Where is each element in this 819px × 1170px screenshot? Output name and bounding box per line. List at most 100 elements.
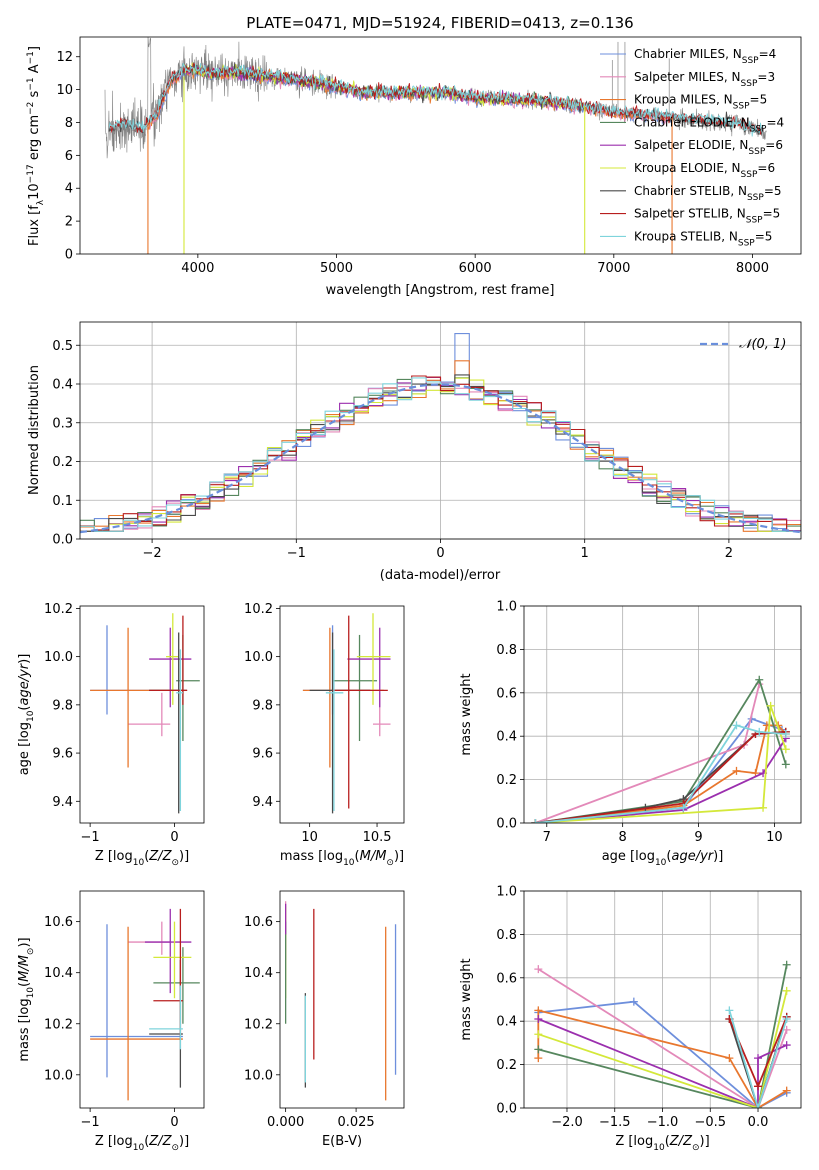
weight-point-marker bbox=[732, 721, 741, 730]
mass_vs_ebv-x-label: E(B-V) bbox=[322, 1134, 362, 1149]
age_vs_mass-y-tick-label: 10.0 bbox=[244, 650, 273, 665]
spectrum-y-tick-label: 4 bbox=[65, 182, 73, 197]
mass_vs_ebv-frame bbox=[279, 890, 405, 1109]
weight-point-marker bbox=[679, 803, 688, 812]
weight-point-marker bbox=[755, 727, 764, 736]
spectrum-plot-area bbox=[104, 37, 767, 254]
weight_vs_age-x-tick-label: 8 bbox=[619, 830, 627, 845]
age_vs_mass-y-tick-label: 9.6 bbox=[252, 747, 273, 762]
age_vs_mass-x-label: mass [log10(M/M⊙)] bbox=[280, 849, 404, 868]
age_vs_Z-plot-area bbox=[90, 613, 200, 814]
weight-point-marker bbox=[531, 819, 540, 823]
weight-point-marker bbox=[534, 965, 543, 974]
age_vs_mass-y-tick-label: 9.4 bbox=[252, 795, 273, 810]
weight_vs_age-y-tick-label: 1.0 bbox=[496, 600, 517, 615]
age_vs_Z-frame bbox=[79, 605, 205, 824]
weight-point-marker bbox=[534, 1015, 543, 1024]
mass_vs_Z-x-tick-label: −1 bbox=[81, 1115, 100, 1130]
weight-line-chabrier-elodie bbox=[535, 677, 787, 823]
weight-line-kroupa-stelib bbox=[728, 1010, 788, 1108]
weight_vs_Z-frame bbox=[523, 890, 802, 1109]
spectrum-y-tick-label: 2 bbox=[65, 215, 73, 230]
age_vs_mass-x-tick-label: 10 bbox=[301, 830, 318, 845]
mass_vs_ebv-panel: 0.000 0.025 10.0 10.2 10.4 10.6 bbox=[244, 890, 405, 1130]
residuals-y-tick-label: 0.0 bbox=[52, 533, 73, 548]
weight_vs_Z-y-tick-label: 1.0 bbox=[496, 885, 517, 900]
age_vs_mass-x-tick-label: 10.5 bbox=[363, 830, 392, 845]
residuals-y-tick-label: 0.5 bbox=[52, 339, 73, 354]
weight-line-salpeter-miles bbox=[537, 968, 788, 1108]
age_vs_mass-y-tick-label: 9.8 bbox=[252, 698, 273, 713]
weight-point-marker bbox=[629, 997, 638, 1006]
spectrum-panel: 4000 5000 6000 7000 8000 0 2 4 6 8 10 12 bbox=[56, 36, 802, 276]
residuals-frame bbox=[79, 321, 802, 540]
age_vs_mass-y-tick-label: 10.2 bbox=[244, 602, 273, 617]
weight_vs_age-grid bbox=[524, 605, 801, 824]
weight-line-salpeter-elodie bbox=[535, 737, 787, 823]
weight_vs_Z-y-tick-label: 0.8 bbox=[496, 928, 517, 943]
weight-line-chabrier-miles bbox=[538, 1000, 788, 1108]
age_vs_Z-y-label: age [log10(age/yr)] bbox=[17, 654, 36, 776]
histogram-kroupa-stelib bbox=[80, 377, 801, 532]
weight_vs_Z-x-tick-label: −1.5 bbox=[599, 1115, 631, 1130]
weight_vs_Z-x-tick-label: −0.5 bbox=[694, 1115, 726, 1130]
residuals-plot-area bbox=[80, 333, 801, 534]
legend-entry: Salpeter STELIB, NSSP=5 bbox=[634, 207, 780, 226]
spectrum-x-tick-label: 7000 bbox=[597, 261, 630, 276]
residuals-x-tick-label: 1 bbox=[581, 546, 589, 561]
weight_vs_Z-y-tick-label: 0.6 bbox=[496, 971, 517, 986]
weight_vs_age-panel: 7 8 9 10 0.0 0.2 0.4 0.6 0.8 1.0 bbox=[496, 600, 802, 845]
legend-entry: Chabrier MILES, NSSP=4 bbox=[634, 47, 776, 66]
weight_vs_age-y-tick-label: 0.6 bbox=[496, 686, 517, 701]
legend-entry: Salpeter MILES, NSSP=3 bbox=[634, 70, 775, 89]
weight-point-marker bbox=[782, 960, 791, 969]
age_vs_Z-x-label: Z [log10(Z/Z⊙)] bbox=[95, 849, 189, 868]
weight_vs_age-x-label: age [log10(age/yr)] bbox=[602, 849, 724, 868]
weight_vs_Z-plot-area bbox=[534, 960, 791, 1108]
spectrum-y-tick-label: 12 bbox=[56, 50, 73, 65]
mass_vs_Z-x-tick-label: 0 bbox=[170, 1115, 178, 1130]
age_vs_mass-frame bbox=[279, 605, 405, 824]
mass_vs_Z-frame bbox=[79, 890, 205, 1109]
mass_vs_Z-y-tick-label: 10.2 bbox=[44, 1017, 73, 1032]
weight_vs_Z-y-tick-label: 0.4 bbox=[496, 1015, 517, 1030]
spectrum-title: PLATE=0471, MJD=51924, FIBERID=0413, z=0… bbox=[246, 14, 633, 32]
weight-point-marker bbox=[759, 803, 768, 812]
weight_vs_age-y-tick-label: 0.2 bbox=[496, 773, 517, 788]
weight-point-marker bbox=[725, 1006, 734, 1015]
weight_vs_Z-panel: −2.0 −1.5 −1.0 −0.5 0.0 0.0 0.2 0.4 0.6 0.8 1.0 bbox=[496, 885, 802, 1130]
mass_vs_Z-x-label: Z [log10(Z/Z⊙)] bbox=[95, 1134, 189, 1153]
weight-point-marker bbox=[781, 745, 790, 754]
age_vs_Z-y-tick-label: 10.2 bbox=[44, 602, 73, 617]
weight-point-marker bbox=[782, 1015, 791, 1024]
weight_vs_Z-x-tick-label: −2.0 bbox=[551, 1115, 583, 1130]
spectrum-y-tick-label: 6 bbox=[65, 149, 73, 164]
residuals-x-tick-label: 0 bbox=[436, 546, 444, 561]
weight_vs_age-y-label: mass weight bbox=[459, 673, 474, 755]
mass_vs_ebv-plot-area bbox=[284, 901, 397, 1101]
spectrum-frame bbox=[79, 36, 802, 255]
weight-point-marker bbox=[534, 1030, 543, 1039]
normal-distribution-curve bbox=[80, 383, 801, 534]
model-spectrum-chabrier-stelib bbox=[108, 62, 764, 135]
spectrum-y-tick-label: 10 bbox=[56, 83, 73, 98]
age_vs_Z-y-tick-label: 9.8 bbox=[52, 698, 73, 713]
weight-point-marker bbox=[534, 1006, 543, 1015]
weight-line-kroupa-elodie bbox=[535, 705, 787, 823]
weight_vs_age-x-tick-label: 9 bbox=[694, 830, 702, 845]
legend-entry: Chabrier ELODIE, NSSP=4 bbox=[634, 115, 784, 134]
residuals-x-tick-label: −1 bbox=[287, 546, 306, 561]
age_vs_Z-y-tick-label: 10.0 bbox=[44, 650, 73, 665]
residuals-y-label: Normed distribution bbox=[27, 365, 42, 495]
spectrum-legend: Chabrier MILES, NSSP=4 Salpeter MILES, NS… bbox=[600, 47, 784, 248]
spectrum-x-tick-label: 5000 bbox=[320, 261, 353, 276]
weight-point-marker bbox=[782, 1041, 791, 1050]
mass_vs_ebv-x-tick-label: 0.025 bbox=[337, 1115, 374, 1130]
age_vs_Z-panel: −1 0 9.4 9.6 9.8 10.0 10.2 bbox=[44, 602, 205, 845]
weight-line-chabrier-elodie bbox=[538, 964, 788, 1108]
spectrum-y-tick-label: 0 bbox=[65, 248, 73, 263]
legend-entry: Chabrier STELIB, NSSP=5 bbox=[634, 184, 782, 203]
age_vs_Z-y-tick-label: 9.4 bbox=[52, 795, 73, 810]
legend-entry: Kroupa ELODIE, NSSP=6 bbox=[634, 161, 775, 180]
